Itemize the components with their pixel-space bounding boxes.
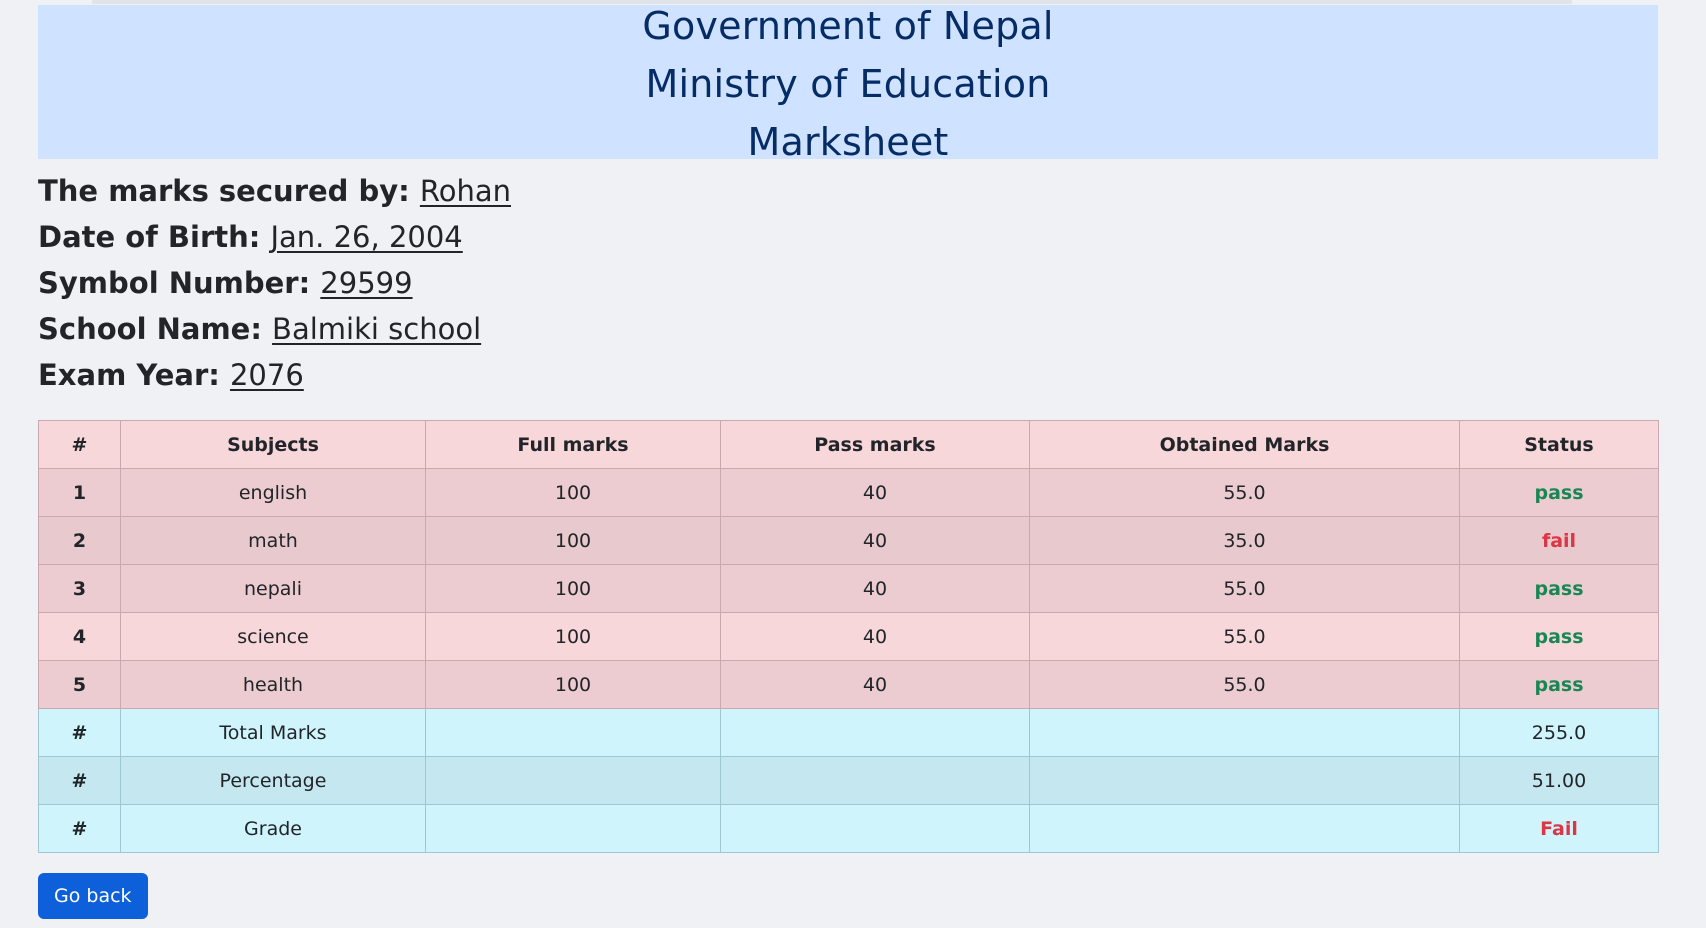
row-number: 1 (38, 468, 121, 517)
percentage-label: Percentage (120, 756, 426, 805)
empty-cell (425, 756, 721, 805)
symbol-value: 29599 (320, 266, 413, 300)
grade-label: Grade (120, 804, 426, 853)
row-status: fail (1459, 516, 1659, 565)
row-number: 3 (38, 564, 121, 613)
row-full-marks: 100 (425, 516, 721, 565)
school-label: School Name: (38, 312, 262, 346)
row-pass-marks: 40 (720, 660, 1030, 709)
total-marks-row: # Total Marks 255.0 (38, 708, 1659, 757)
row-status: pass (1459, 468, 1659, 517)
grade-value: Fail (1459, 804, 1659, 853)
row-number: 2 (38, 516, 121, 565)
empty-cell (425, 708, 721, 757)
row-full-marks: 100 (425, 612, 721, 661)
col-header-obtained-marks: Obtained Marks (1029, 420, 1460, 469)
row-status: pass (1459, 564, 1659, 613)
total-marks-value: 255.0 (1459, 708, 1659, 757)
empty-cell (1029, 708, 1460, 757)
percentage-row: # Percentage 51.00 (38, 756, 1659, 805)
student-name-line: The marks secured by: Rohan (38, 168, 1658, 214)
summary-number: # (38, 708, 121, 757)
school-line: School Name: Balmiki school (38, 306, 1658, 352)
row-full-marks: 100 (425, 564, 721, 613)
row-obtained-marks: 55.0 (1029, 564, 1460, 613)
exam-year-line: Exam Year: 2076 (38, 352, 1658, 398)
school-value: Balmiki school (272, 312, 482, 346)
col-header-number: # (38, 420, 121, 469)
row-obtained-marks: 55.0 (1029, 612, 1460, 661)
table-row: 5 health 100 40 55.0 pass (38, 660, 1659, 709)
row-status: pass (1459, 660, 1659, 709)
row-obtained-marks: 55.0 (1029, 660, 1460, 709)
exam-year-value: 2076 (229, 358, 304, 392)
row-subject: science (120, 612, 426, 661)
page-header: Government of Nepal Ministry of Educatio… (38, 5, 1658, 159)
go-back-button[interactable]: Go back (38, 873, 148, 919)
row-number: 4 (38, 612, 121, 661)
student-name-value: Rohan (419, 174, 512, 208)
table-row: 1 english 100 40 55.0 pass (38, 468, 1659, 517)
empty-cell (720, 708, 1030, 757)
row-pass-marks: 40 (720, 612, 1030, 661)
row-subject: math (120, 516, 426, 565)
dob-line: Date of Birth: Jan. 26, 2004 (38, 214, 1658, 260)
row-obtained-marks: 55.0 (1029, 468, 1460, 517)
row-subject: health (120, 660, 426, 709)
header-government: Government of Nepal (642, 5, 1054, 48)
row-obtained-marks: 35.0 (1029, 516, 1460, 565)
empty-cell (1029, 804, 1460, 853)
row-subject: nepali (120, 564, 426, 613)
col-header-status: Status (1459, 420, 1659, 469)
empty-cell (720, 804, 1030, 853)
student-name-label: The marks secured by: (38, 174, 410, 208)
dob-value: Jan. 26, 2004 (270, 220, 463, 254)
empty-cell (1029, 756, 1460, 805)
grade-row: # Grade Fail (38, 804, 1659, 853)
header-title: Marksheet (747, 120, 949, 159)
symbol-line: Symbol Number: 29599 (38, 260, 1658, 306)
col-header-pass-marks: Pass marks (720, 420, 1030, 469)
exam-year-label: Exam Year: (38, 358, 220, 392)
dob-label: Date of Birth: (38, 220, 261, 254)
summary-number: # (38, 804, 121, 853)
top-divider (92, 0, 1572, 4)
summary-number: # (38, 756, 121, 805)
row-pass-marks: 40 (720, 516, 1030, 565)
empty-cell (720, 756, 1030, 805)
row-status: pass (1459, 612, 1659, 661)
marksheet-container: Government of Nepal Ministry of Educatio… (38, 5, 1659, 919)
col-header-subjects: Subjects (120, 420, 426, 469)
row-full-marks: 100 (425, 468, 721, 517)
table-row: 4 science 100 40 55.0 pass (38, 612, 1659, 661)
student-info: The marks secured by: Rohan Date of Birt… (38, 168, 1658, 398)
table-row: 3 nepali 100 40 55.0 pass (38, 564, 1659, 613)
row-number: 5 (38, 660, 121, 709)
percentage-value: 51.00 (1459, 756, 1659, 805)
row-full-marks: 100 (425, 660, 721, 709)
table-row: 2 math 100 40 35.0 fail (38, 516, 1659, 565)
col-header-full-marks: Full marks (425, 420, 721, 469)
row-pass-marks: 40 (720, 564, 1030, 613)
table-header-row: # Subjects Full marks Pass marks Obtaine… (38, 420, 1659, 469)
empty-cell (425, 804, 721, 853)
symbol-label: Symbol Number: (38, 266, 311, 300)
marks-table: # Subjects Full marks Pass marks Obtaine… (38, 420, 1659, 853)
total-marks-label: Total Marks (120, 708, 426, 757)
row-pass-marks: 40 (720, 468, 1030, 517)
header-ministry: Ministry of Education (645, 62, 1051, 106)
row-subject: english (120, 468, 426, 517)
